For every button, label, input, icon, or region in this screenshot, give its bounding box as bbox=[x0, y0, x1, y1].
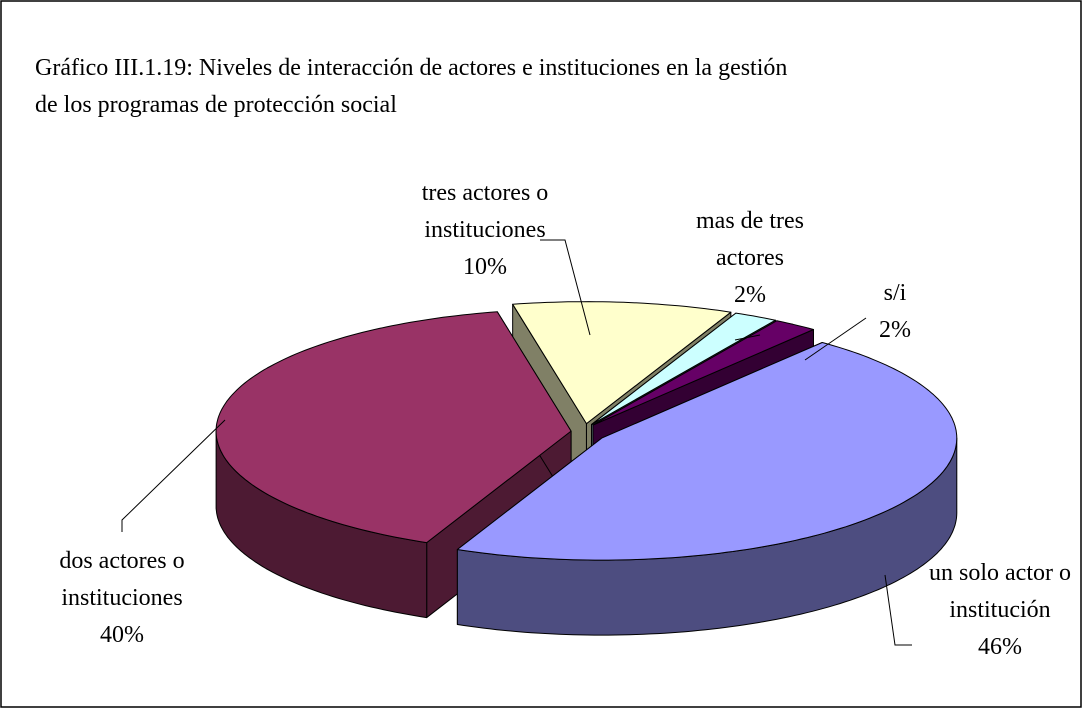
plot-area: Gráfico III.1.19: Niveles de interacción… bbox=[35, 55, 1071, 660]
slice-top bbox=[592, 320, 814, 426]
slice-top bbox=[456, 342, 958, 561]
leader-line bbox=[121, 419, 226, 532]
data-label-value: 2% bbox=[734, 282, 766, 308]
leader-line bbox=[734, 334, 761, 341]
data-label-value: 10% bbox=[463, 254, 507, 280]
data-label-value: 40% bbox=[100, 622, 144, 648]
data-label-name: dos actores o instituciones bbox=[59, 548, 184, 611]
slice-top bbox=[590, 312, 776, 426]
data-label-name: s/i bbox=[884, 280, 907, 306]
data-label-name: un solo actor o institución bbox=[929, 560, 1071, 623]
leader-line bbox=[884, 574, 912, 646]
data-label-value: 46% bbox=[978, 634, 1022, 660]
data-label-name: tres actores o instituciones bbox=[422, 180, 549, 243]
chart-title: Gráfico III.1.19: Niveles de interacción… bbox=[35, 55, 787, 118]
data-label-name: mas de tres actores bbox=[696, 208, 804, 271]
slice bbox=[456, 341, 958, 636]
leader-line bbox=[540, 239, 591, 336]
data-label-value: 2% bbox=[879, 317, 911, 343]
leader-line bbox=[804, 317, 867, 361]
slice-top bbox=[512, 301, 732, 425]
slice-top bbox=[215, 311, 572, 544]
